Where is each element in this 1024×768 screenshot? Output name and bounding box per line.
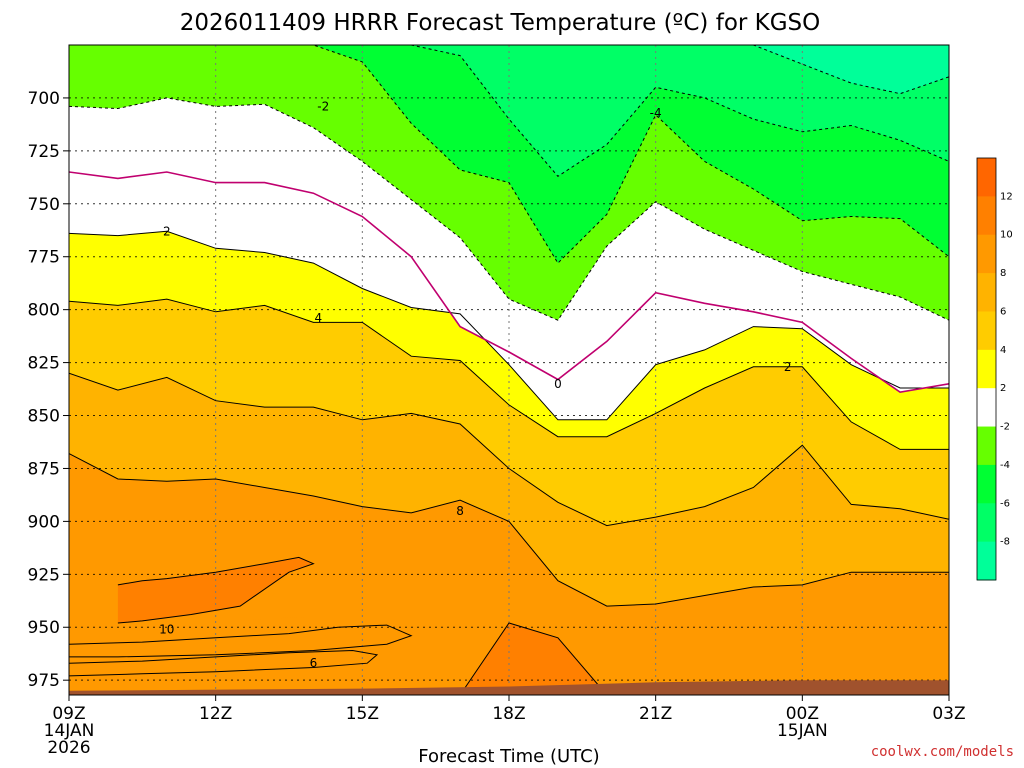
- x-tick-date: 15JAN: [777, 721, 828, 741]
- contour-label: 0: [554, 377, 562, 391]
- isotherm-extra-10-0: [117, 556, 315, 624]
- colorbar-tick-label: -4: [1000, 460, 1010, 471]
- colorbar-band: [977, 388, 996, 428]
- band-fill-above--8: [69, 45, 949, 94]
- y-tick-label: 775: [28, 248, 60, 268]
- x-tick-label: 18Z: [492, 704, 525, 724]
- isotherm-extra-12-3: [459, 622, 608, 695]
- x-tick-label: 15Z: [346, 704, 379, 724]
- colorbar-tick-label: -2: [1000, 422, 1010, 433]
- contour-label: 8: [456, 504, 464, 518]
- band-fill-warm-pocket: [117, 557, 314, 623]
- isotherm--2: [69, 97, 949, 321]
- colorbar-tick-label: 2: [1000, 383, 1006, 394]
- colorbar-band: [977, 349, 996, 389]
- band-fill-above--6: [69, 45, 949, 177]
- filled-contours: [69, 45, 949, 695]
- y-tick-label: 900: [28, 512, 60, 532]
- isotherm-extra-8-1: [69, 624, 413, 658]
- y-tick-label: 825: [28, 354, 60, 374]
- y-tick-label: 750: [28, 195, 60, 215]
- colorbar-band: [977, 158, 996, 197]
- isotherm--4: [69, 45, 949, 264]
- colorbar-band: [977, 234, 996, 274]
- contour-label: 2: [163, 224, 171, 238]
- colorbar-tick-label: -8: [1000, 537, 1010, 548]
- x-tick-label: 09Z: [52, 704, 85, 724]
- colorbar-band: [977, 541, 996, 581]
- isotherm-6: [69, 372, 949, 527]
- contour-label: 6: [310, 656, 318, 670]
- isotherm--6: [69, 45, 949, 177]
- colorbar-tick-label: 8: [1000, 268, 1006, 279]
- ground-fill: [69, 680, 949, 695]
- isotherm-extra-6-2: [69, 649, 379, 677]
- isotherm-2: [69, 230, 949, 421]
- contour-label: -2: [317, 99, 329, 113]
- colorbar-band: [977, 464, 996, 504]
- y-tick-label: 950: [28, 618, 60, 638]
- y-axis: 700 725 750 775 800 825 850 875 900 925 950 975: [28, 89, 69, 691]
- colorbar-band: [977, 503, 996, 543]
- x-tick-date: 14JAN: [44, 721, 95, 741]
- colorbar-band: [977, 426, 996, 466]
- contour-label: 10: [159, 622, 174, 636]
- x-tick-label: 12Z: [199, 704, 232, 724]
- isotherm-4: [69, 298, 949, 450]
- band-fill-warm-plume: [460, 623, 607, 695]
- gridlines: [69, 45, 949, 695]
- contour-label: 4: [315, 311, 323, 325]
- contour-label: 2: [784, 360, 792, 374]
- y-tick-label: 700: [28, 89, 60, 109]
- x-tick-year: 2026: [47, 738, 90, 758]
- x-axis-label: Forecast Time (UTC): [418, 746, 599, 767]
- colorbar-frame: [976, 157, 997, 581]
- colorbar-tick-label: 10: [1000, 230, 1013, 241]
- y-tick-label: 725: [28, 142, 60, 162]
- y-tick-label: 975: [28, 671, 60, 691]
- ground-surface: [69, 680, 949, 695]
- colorbar-tick-label: 12: [1000, 191, 1013, 202]
- colorbar-band: [977, 273, 996, 312]
- y-tick-label: 850: [28, 407, 60, 427]
- x-tick-label: 03Z: [932, 704, 965, 724]
- x-tick-label: 21Z: [639, 704, 672, 724]
- contour-lines: [69, 45, 949, 695]
- colorbar-band: [977, 311, 996, 351]
- isotherm-8: [69, 453, 949, 607]
- colorbar-tick-label: -6: [1000, 498, 1010, 509]
- isotherm-0: [69, 171, 949, 394]
- chart-title: 2026011409 HRRR Forecast Temperature (ºC…: [180, 10, 821, 36]
- contour-labels: -2 -4 2 4 0 2 8 10 6: [159, 99, 792, 670]
- y-tick-label: 925: [28, 565, 60, 585]
- x-tick-label: 00Z: [786, 704, 819, 724]
- colorbar: 12 10 8 6 4 2 -2 -4 -6 -8: [976, 157, 1013, 581]
- credit-text: coolwx.com/models: [871, 744, 1014, 760]
- colorbar-tick-label: 6: [1000, 306, 1006, 317]
- y-tick-label: 800: [28, 301, 60, 321]
- contour-label: -4: [650, 106, 662, 120]
- colorbar-tick-label: 4: [1000, 345, 1006, 356]
- colorbar-band: [977, 196, 996, 236]
- y-tick-label: 875: [28, 459, 60, 479]
